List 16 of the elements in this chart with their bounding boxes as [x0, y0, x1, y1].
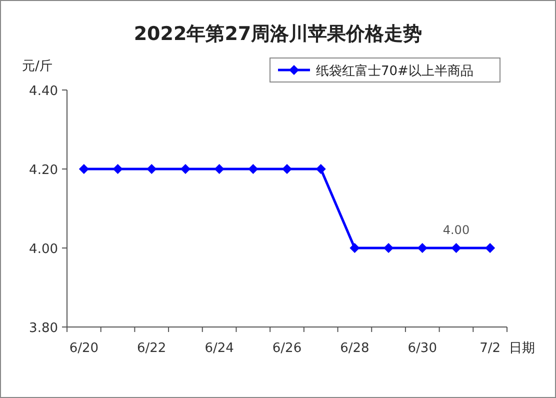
- y-tick-label: 4.20: [29, 163, 58, 178]
- x-tick-label: 6/24: [204, 341, 234, 356]
- x-axis-title: 日期: [509, 341, 535, 356]
- y-tick-label: 3.80: [29, 321, 58, 336]
- x-tick-label: 6/22: [137, 341, 166, 356]
- x-tick-label: 6/28: [340, 341, 370, 356]
- legend-label: 纸袋红富士70#以上半商品: [316, 63, 474, 79]
- x-tick-label: 6/30: [408, 341, 437, 356]
- x-tick-label: 7/2: [480, 341, 501, 356]
- data-label: 4.00: [442, 223, 470, 237]
- x-tick-label: 6/20: [69, 341, 99, 356]
- y-tick-label: 4.40: [29, 84, 58, 99]
- x-tick-label: 6/26: [272, 341, 302, 356]
- y-axis-title: 元/斤: [22, 59, 52, 74]
- y-tick-label: 4.00: [29, 242, 58, 257]
- chart-title: 2022年第27周洛川苹果价格走势: [134, 23, 422, 45]
